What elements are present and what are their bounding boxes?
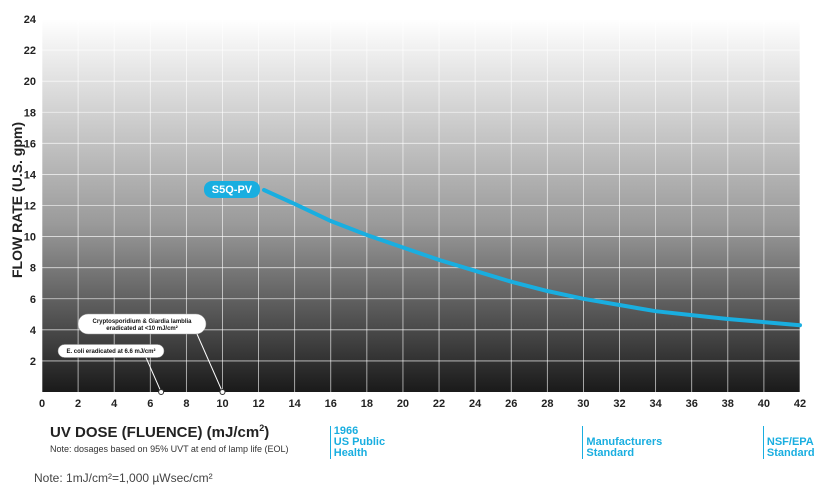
x-tick-label: 22: [433, 398, 445, 410]
annotation-text: E. coli eradicated at 6.6 mJ/cm²: [66, 348, 155, 355]
x-tick-label: 26: [505, 398, 517, 410]
annotation-text: Cryptosporidium & Giardia lamblia: [92, 319, 192, 325]
annotation-box: [57, 344, 165, 358]
y-tick-label: 10: [24, 232, 36, 244]
dose-note: Note: dosages based on 95% UVT at end of…: [50, 444, 289, 454]
standard-marker: Manufacturers Standard: [582, 426, 662, 459]
y-tick-label: 16: [24, 138, 36, 150]
annotation-point: [219, 389, 226, 395]
x-tick-label: 34: [649, 398, 662, 410]
annotation-box: [77, 313, 207, 335]
annotation-layer: Cryptosporidium & Giardia lambliaeradica…: [57, 313, 226, 395]
y-tick-label: 24: [24, 14, 37, 26]
x-tick-label: 32: [613, 398, 625, 410]
series-label-badge: [203, 180, 260, 198]
y-tick-label: 2: [30, 356, 36, 368]
x-tick-label: 16: [325, 398, 337, 410]
annotation-leader: [196, 333, 223, 393]
grid: [41, 18, 801, 392]
y-tick-label: 12: [24, 201, 36, 213]
standard-marker: 1966 US Public Health: [329, 426, 385, 459]
x-tick-label: 38: [722, 398, 734, 410]
series-line: [262, 188, 802, 328]
x-tick-label: 30: [577, 398, 589, 410]
y-tick-label: 18: [24, 107, 36, 119]
x-tick-label: 24: [469, 398, 482, 410]
y-tick-label: 22: [24, 45, 36, 57]
x-tick-label: 28: [541, 398, 553, 410]
series-label: S5Q-PV: [212, 184, 253, 196]
annotation-text: eradicated at <10 mJ/cm²: [106, 325, 178, 332]
y-tick-label: 14: [24, 169, 37, 181]
x-tick-label: 8: [183, 398, 189, 410]
annotation-point: [158, 389, 165, 395]
x-tick-label: 40: [758, 398, 770, 410]
annotation-leader: [145, 357, 162, 393]
x-tick-label: 36: [686, 398, 698, 410]
y-tick-label: 4: [30, 325, 37, 337]
x-tick-label: 18: [361, 398, 373, 410]
x-tick-label: 2: [75, 398, 81, 410]
y-tick-label: 20: [24, 76, 36, 88]
x-axis-label: UV DOSE (FLUENCE) (mJ/cm2): [50, 423, 270, 441]
y-tick-label: 6: [30, 294, 36, 306]
y-tick-label: 8: [30, 263, 36, 275]
x-tick-label: 42: [794, 398, 806, 410]
series-layer: S5Q-PV: [203, 180, 802, 328]
x-tick-label: 20: [397, 398, 409, 410]
x-tick-label: 14: [289, 398, 302, 410]
x-tick-label: 10: [216, 398, 228, 410]
axis-ticks: 0 2 4 6 8 10 12 14 16 18 20 22 24 26 28 30 32 34 36 38 40 422…: [24, 14, 806, 410]
standard-marker: NSF/EPA Standard: [762, 426, 815, 459]
unit-conversion-note: Note: 1mJ/cm²=1,000 µWsec/cm²: [34, 471, 213, 485]
x-tick-label: 4: [111, 398, 118, 410]
x-tick-label: 0: [39, 398, 45, 410]
x-tick-label: 6: [147, 398, 153, 410]
y-axis-label: FLOW RATE (U.S. gpm): [9, 122, 25, 278]
x-tick-label: 12: [252, 398, 264, 410]
